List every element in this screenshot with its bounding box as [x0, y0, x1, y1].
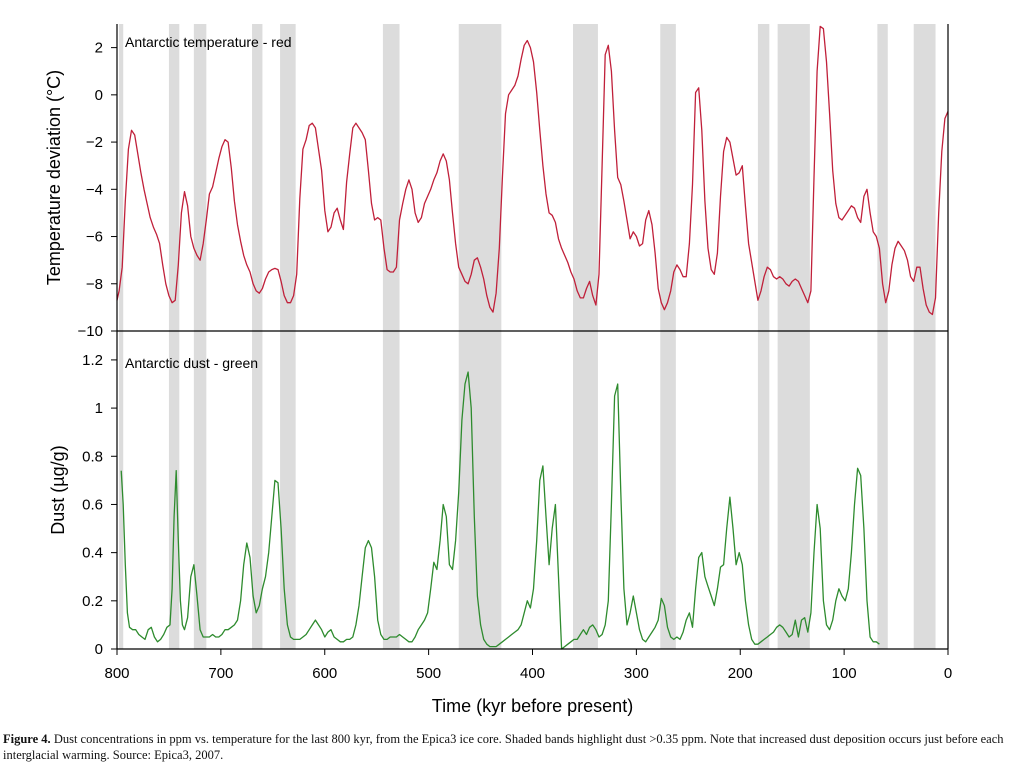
x-tick-label: 400: [520, 665, 545, 682]
shaded-band: [458, 24, 502, 649]
temp-y-tick-label: −6: [86, 229, 103, 246]
caption-text: Dust concentrations in ppm vs. temperatu…: [3, 732, 1004, 762]
x-tick-label: 200: [728, 665, 753, 682]
x-tick-label: 700: [208, 665, 233, 682]
shaded-band: [193, 24, 207, 649]
temp-y-tick-label: 2: [95, 40, 103, 57]
dust-y-tick-label: 1.2: [82, 352, 103, 369]
shaded-band: [573, 24, 598, 649]
dust-y-tick-label: 1: [95, 400, 103, 417]
dust-y-tick-label: 0: [95, 641, 103, 658]
x-tick-label: 300: [624, 665, 649, 682]
shaded-bands: [119, 24, 936, 649]
temperature-panel: [116, 25, 949, 316]
temp-y-tick-label: −4: [86, 181, 103, 198]
shaded-band: [660, 24, 676, 649]
shaded-band: [877, 24, 888, 649]
x-tick-label: 100: [832, 665, 857, 682]
temp-panel-label: Antarctic temperature - red: [125, 34, 292, 50]
temperature-line: [116, 25, 949, 316]
x-tick-label: 0: [944, 665, 952, 682]
temp-y-tick-label: 0: [95, 87, 103, 104]
dust-y-tick-label: 0.8: [82, 448, 103, 465]
x-tick-label: 800: [104, 665, 129, 682]
x-tick-label: 500: [416, 665, 441, 682]
dust-panel-label: Antarctic dust - green: [125, 355, 258, 371]
dust-y-tick-label: 0.6: [82, 496, 103, 513]
dust-y-tick-label: 0.4: [82, 545, 103, 562]
temp-y-tick-label: −10: [78, 323, 103, 340]
dust-y-axis-title: Dust (µg/g): [48, 445, 68, 534]
temp-y-axis-title: Temperature deviation (°C): [44, 70, 64, 285]
x-tick-label: 600: [312, 665, 337, 682]
temp-y-tick-label: −8: [86, 276, 103, 293]
shaded-band: [280, 24, 296, 649]
dust-y-tick-label: 0.2: [82, 593, 103, 610]
shaded-band: [757, 24, 770, 649]
shaded-band: [382, 24, 400, 649]
figure-caption: Figure 4. Dust concentrations in ppm vs.…: [3, 731, 1023, 763]
caption-label: Figure 4.: [3, 732, 51, 746]
shaded-band: [913, 24, 936, 649]
shaded-band: [168, 24, 180, 649]
temp-y-tick-label: −2: [86, 134, 103, 151]
shaded-band: [777, 24, 810, 649]
x-axis-title: Time (kyr before present): [432, 696, 633, 716]
dust-line: [120, 371, 880, 650]
dust-panel: [120, 371, 880, 650]
shaded-band: [119, 24, 124, 649]
shaded-band: [252, 24, 263, 649]
